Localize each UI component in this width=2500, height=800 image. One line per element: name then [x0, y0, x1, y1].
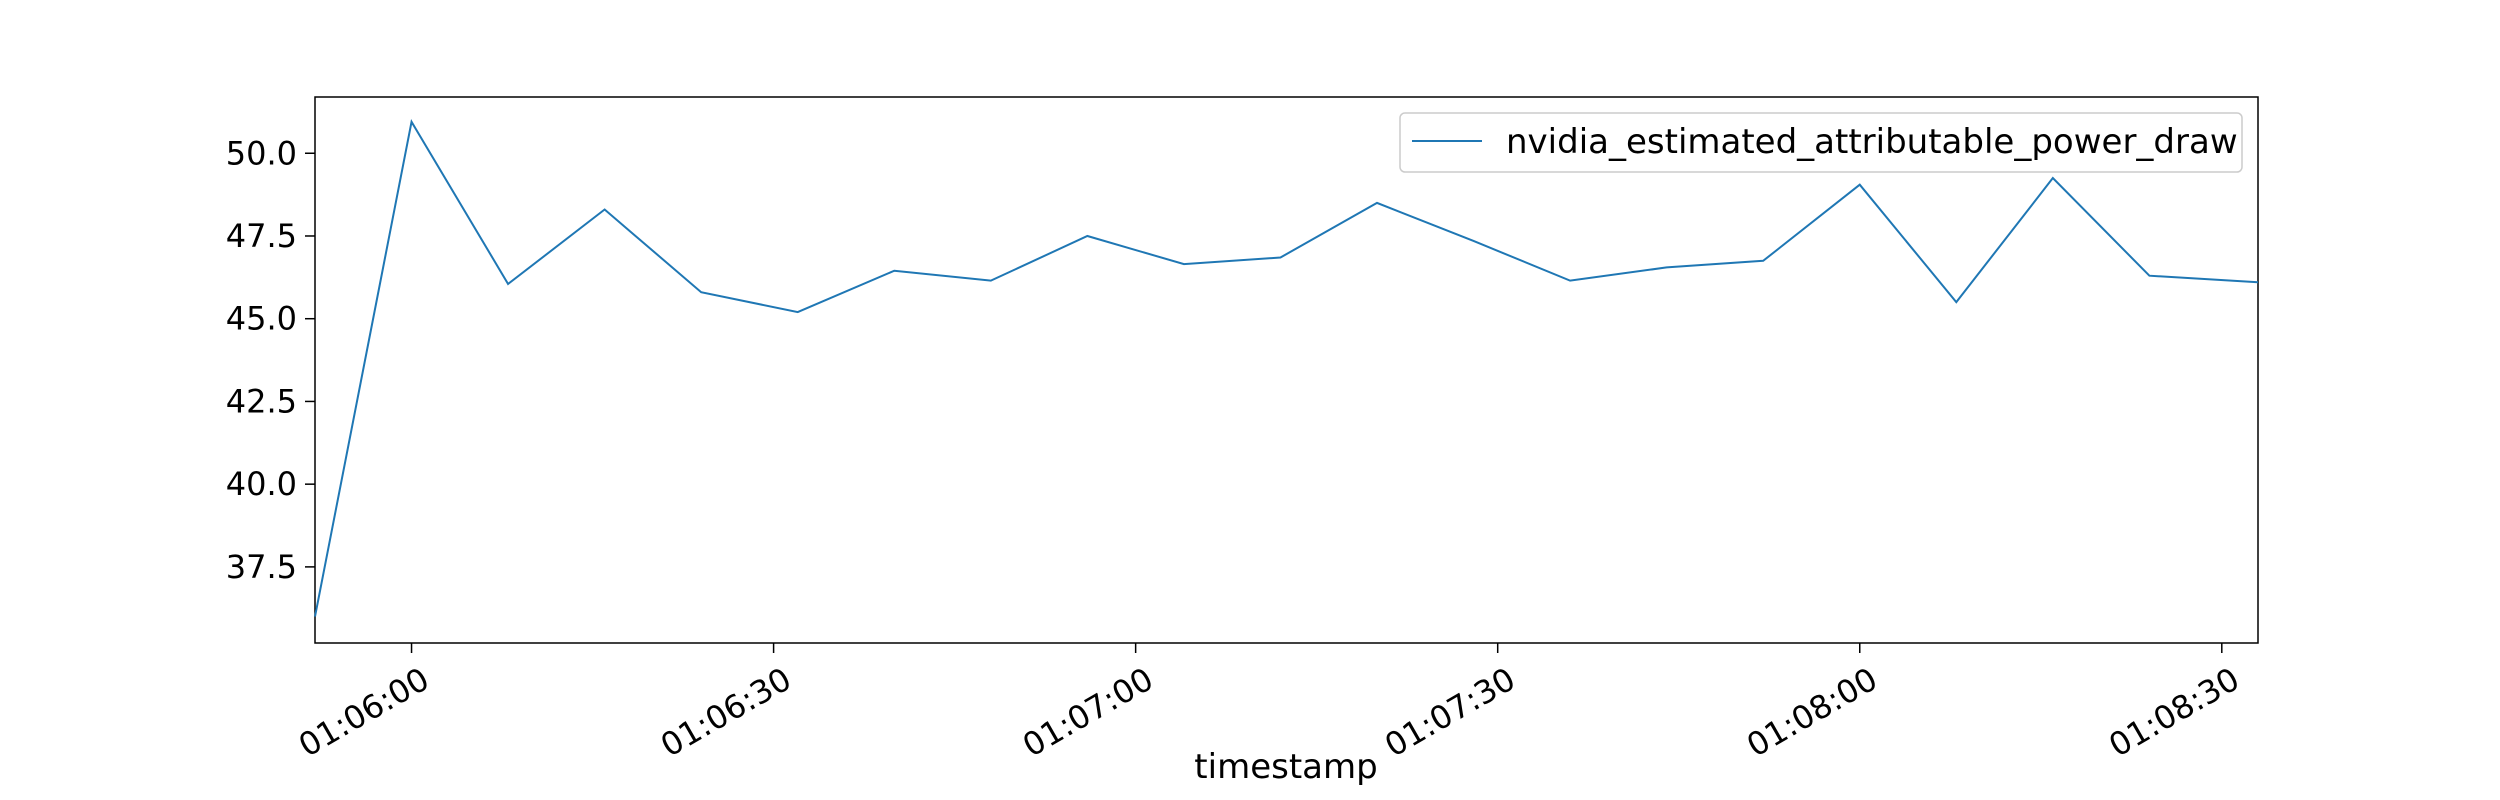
x-tick-label: 01:08:00	[1740, 660, 1883, 765]
series-line-0	[314, 119, 2259, 617]
legend-label: nvidia_estimated_attributable_power_draw	[1506, 122, 2238, 162]
y-tick-label: 42.5	[226, 382, 297, 420]
x-tick-label: 01:06:00	[292, 660, 435, 765]
x-axis-title: timestamp	[1194, 747, 1377, 787]
y-tick-label: 40.0	[226, 465, 297, 503]
x-tick-label: 01:08:30	[2102, 660, 2245, 765]
y-tick-label: 50.0	[226, 134, 297, 172]
x-tick-label: 01:06:30	[654, 660, 797, 765]
y-tick-label: 45.0	[226, 300, 297, 338]
plot-frame	[314, 96, 2259, 644]
x-tick-label: 01:07:00	[1016, 660, 1159, 765]
series-layer	[314, 119, 2259, 617]
y-axis: 37.5 40.0 42.5 45.0 47.5 50.0	[226, 134, 315, 586]
legend-box	[1399, 112, 2243, 173]
legend: nvidia_estimated_attributable_power_draw	[1399, 112, 2243, 173]
x-tick-label: 01:07:30	[1378, 660, 1521, 765]
y-tick-label: 47.5	[226, 217, 297, 255]
y-tick-label: 37.5	[226, 548, 297, 586]
plot-area: 37.5 40.0 42.5 45.0 47.5 50.0 01:06:00 01:06:3…	[226, 96, 2259, 765]
